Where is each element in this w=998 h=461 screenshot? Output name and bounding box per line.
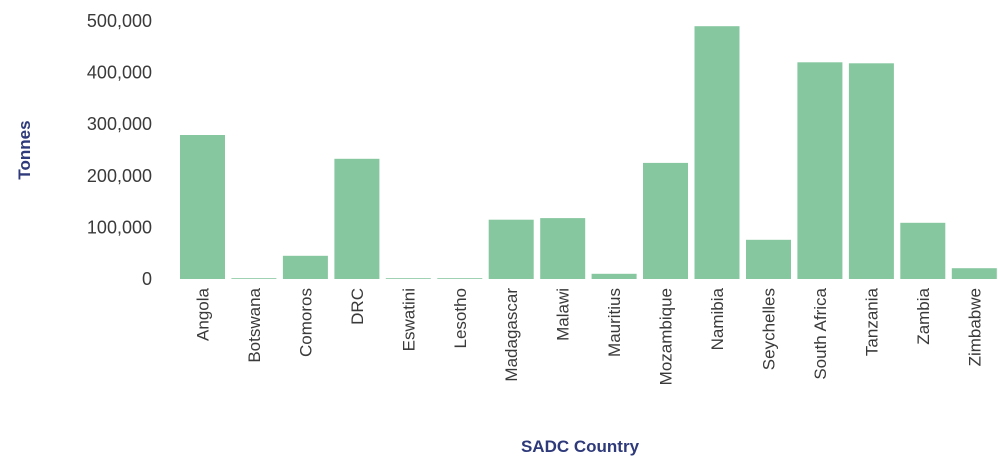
bar-zambia xyxy=(900,222,946,279)
bar-eswatini xyxy=(385,278,431,279)
x-tick-label: Lesotho xyxy=(451,288,470,349)
x-tick-label: South Africa xyxy=(811,287,830,379)
bar-angola xyxy=(180,135,225,279)
x-tick-label: Namibia xyxy=(708,287,727,350)
bars xyxy=(180,26,997,280)
bar-mauritius xyxy=(591,273,637,279)
bar-botswana xyxy=(231,278,277,279)
y-tick-label: 300,000 xyxy=(87,114,152,134)
x-tick-label: Madagascar xyxy=(502,288,521,382)
x-tick-label: Zambia xyxy=(914,287,933,344)
x-tick-label: Zimbabwe xyxy=(965,288,984,366)
y-tick-label: 200,000 xyxy=(87,166,152,186)
bar-namibia xyxy=(694,26,740,280)
y-axis-ticks: 0 100,000 200,000 300,000 400,000 500,000 xyxy=(87,11,152,289)
bar-malawi xyxy=(540,218,586,279)
x-axis-ticks: Angola Botswana Comoros DRC Eswatini Lesotho M… xyxy=(194,287,985,385)
y-tick-label: 400,000 xyxy=(87,63,152,83)
x-tick-label: Eswatini xyxy=(399,288,418,351)
x-tick-label: Seychelles xyxy=(760,288,779,370)
bar-madagascar xyxy=(488,219,534,279)
bar-mozambique xyxy=(643,162,688,279)
x-tick-label: Angola xyxy=(194,287,213,340)
y-axis-title: Tonnes xyxy=(15,120,34,179)
x-tick-label: Mauritius xyxy=(605,288,624,357)
x-tick-label: Comoros xyxy=(296,288,315,357)
bar-seychelles xyxy=(746,239,791,279)
x-tick-label: Mozambique xyxy=(657,288,676,385)
y-tick-label: 500,000 xyxy=(87,11,152,31)
x-axis-title: SADC Country xyxy=(521,437,640,456)
bar-drc xyxy=(334,158,380,279)
y-tick-label: 0 xyxy=(142,269,152,289)
x-tick-label: Tanzania xyxy=(862,287,881,356)
bar-tanzania xyxy=(848,63,894,279)
bar-south-africa xyxy=(797,62,843,279)
bar-comoros xyxy=(282,255,328,279)
x-tick-label: Malawi xyxy=(554,288,573,341)
bar-lesotho xyxy=(437,278,483,279)
x-tick-label: DRC xyxy=(348,288,367,325)
y-tick-label: 100,000 xyxy=(87,217,152,237)
x-tick-label: Botswana xyxy=(245,287,264,362)
bar-zimbabwe xyxy=(951,268,997,279)
